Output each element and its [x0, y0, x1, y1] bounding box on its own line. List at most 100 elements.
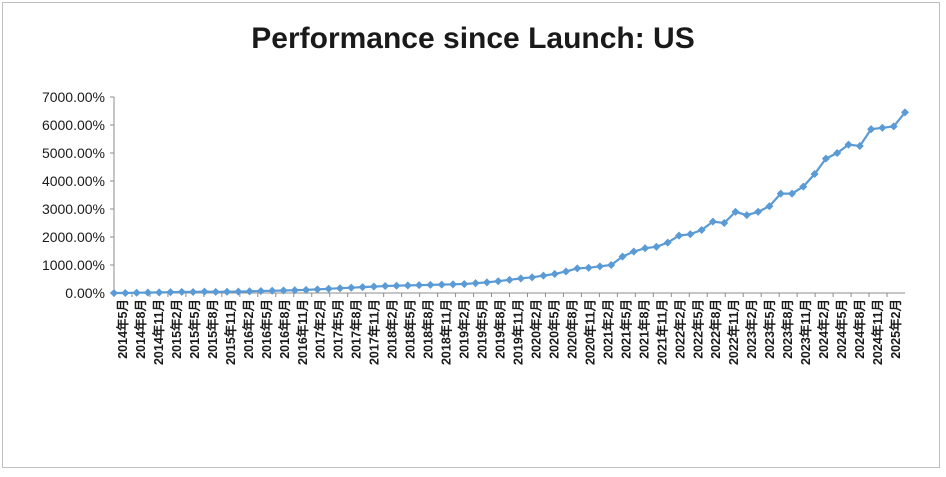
y-tick-label: 7000.00% [42, 89, 105, 105]
data-point [821, 154, 830, 163]
data-point [460, 280, 469, 289]
x-tick-label: 2024年2月 [816, 299, 831, 359]
x-tick-label: 2015年5月 [187, 299, 202, 359]
data-point [245, 287, 254, 296]
data-point [155, 288, 164, 297]
data-point [686, 230, 695, 239]
x-tick-label: 2017年2月 [313, 299, 328, 359]
x-tick-label: 2016年5月 [259, 299, 274, 359]
data-point [810, 169, 819, 179]
x-axis: 2014年5月 2014年8月 2014年11月 2015年2月 2015年5月 2015… [113, 292, 905, 365]
data-point [200, 287, 209, 296]
x-tick-label: 2019年8月 [493, 299, 508, 359]
x-tick-label: 2016年11月 [295, 299, 310, 365]
data-point [618, 252, 627, 261]
data-point [313, 285, 322, 294]
data-point [731, 207, 740, 216]
data-point [177, 287, 186, 296]
data-point [550, 269, 559, 278]
data-point [833, 148, 842, 158]
x-tick-label: 2014年8月 [133, 299, 148, 359]
data-point [742, 211, 751, 220]
x-tick-label: 2025年2月 [888, 299, 903, 359]
x-tick-label: 2022年11月 [726, 299, 741, 365]
data-point [494, 277, 503, 286]
data-point [448, 280, 458, 289]
data-point [324, 284, 333, 293]
y-tick-label: 0.00% [65, 285, 105, 301]
x-tick-label: 2020年2月 [528, 299, 543, 359]
data-point [358, 283, 367, 292]
x-tick-label: 2021年11月 [654, 299, 669, 365]
data-point [607, 260, 616, 270]
data-point [787, 189, 797, 198]
data-point [844, 140, 853, 149]
y-tick-label: 4000.00% [42, 173, 105, 189]
x-tick-label: 2021年5月 [618, 299, 633, 359]
x-tick-label: 2020年11月 [582, 299, 597, 365]
data-point [674, 231, 684, 240]
data-point [256, 287, 265, 296]
data-point [268, 286, 277, 295]
x-tick-label: 2023年8月 [780, 299, 795, 359]
x-tick-label: 2015年8月 [205, 299, 220, 359]
data-point [347, 283, 356, 292]
data-point [776, 189, 785, 198]
x-tick-label: 2016年2月 [241, 299, 256, 359]
chart-frame [2, 2, 940, 468]
chart-title: Performance since Launch: US [251, 22, 695, 55]
x-tick-label: 2024年11月 [870, 299, 885, 365]
x-tick-label: 2024年5月 [834, 299, 849, 359]
data-point [652, 242, 661, 251]
x-tick-label: 2022年5月 [690, 299, 705, 359]
data-point [279, 286, 288, 295]
data-point [720, 218, 729, 228]
y-tick-label: 5000.00% [42, 145, 105, 161]
data-point [584, 263, 593, 272]
data-point [867, 125, 876, 134]
y-tick-label: 3000.00% [42, 201, 105, 217]
x-tick-label: 2019年2月 [457, 299, 472, 359]
x-tick-label: 2014年5月 [115, 299, 130, 359]
data-point [629, 247, 638, 256]
data-point [222, 287, 232, 296]
data-point [426, 280, 435, 289]
data-point [143, 288, 152, 297]
x-tick-label: 2018年8月 [421, 299, 436, 359]
data-point [663, 238, 672, 247]
x-tick-label: 2023年2月 [744, 299, 759, 359]
data-point [369, 282, 378, 291]
data-point [528, 273, 537, 282]
data-point [516, 274, 525, 283]
x-tick-label: 2017年8月 [349, 299, 364, 359]
data-point [132, 288, 141, 297]
data-point [855, 141, 864, 151]
data-point [302, 285, 311, 294]
data-point [889, 122, 898, 131]
data-point [539, 271, 548, 280]
data-point [211, 287, 220, 296]
data-point [189, 287, 198, 297]
data-point [381, 281, 390, 291]
data-point [573, 264, 582, 273]
data-point [900, 108, 910, 117]
data-point [437, 280, 446, 289]
x-tick-label: 2020年5月 [546, 299, 561, 359]
data-point [641, 244, 650, 253]
x-tick-label: 2022年2月 [672, 299, 687, 359]
data-point [415, 281, 424, 290]
data-point [471, 279, 480, 288]
x-tick-label: 2023年5月 [762, 299, 777, 359]
y-tick-label: 6000.00% [42, 117, 105, 133]
data-point [392, 281, 401, 290]
x-tick-label: 2018年5月 [403, 299, 418, 359]
data-point [765, 202, 774, 211]
data-point [109, 288, 119, 298]
data-point [166, 288, 175, 297]
data-point [482, 278, 491, 287]
x-tick-label: 2023年11月 [798, 299, 813, 365]
x-tick-label: 2019年11月 [510, 299, 525, 365]
x-tick-label: 2021年8月 [636, 299, 651, 359]
data-point [561, 267, 571, 276]
